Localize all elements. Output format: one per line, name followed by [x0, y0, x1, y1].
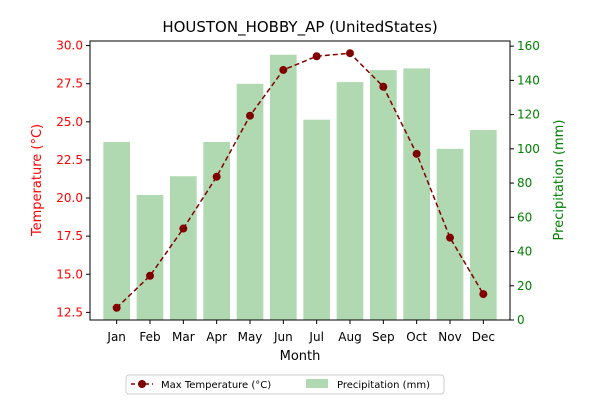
bars-layer	[103, 54, 497, 321]
plot-frame	[89, 40, 511, 321]
precip-bar-jan	[103, 141, 130, 320]
x-tick-label-aug: Aug	[338, 330, 361, 344]
x-tick-label-sep: Sep	[372, 330, 395, 344]
temperature-point-sep	[379, 82, 388, 91]
x-axis: Jan Feb Mar Apr May Jun Jul Aug Sep Oct Nov Dec	[106, 320, 495, 344]
precip-bar-dec	[470, 130, 497, 320]
temperature-point-apr	[212, 172, 221, 181]
x-tick-label-dec: Dec	[472, 330, 495, 344]
precip-bar-may	[236, 83, 264, 320]
precip-bar-mar	[170, 176, 197, 320]
precip-bar-apr	[203, 141, 230, 320]
left-tick-label: 17.5	[56, 229, 83, 243]
x-tick-label-jan: Jan	[106, 330, 126, 344]
precip-bar-aug	[336, 82, 364, 320]
x-tick-label-jun: Jun	[273, 330, 293, 344]
right-tick-label: 140	[517, 73, 540, 87]
temperature-point-may	[246, 111, 254, 120]
left-tick-label: 27.5	[56, 77, 83, 91]
legend-temperature-label: Max Temperature (°C)	[161, 380, 271, 391]
legend-precipitation-label: Precipitation (mm)	[337, 380, 430, 391]
temperature-point-feb	[146, 271, 154, 280]
legend-temperature-marker	[138, 380, 146, 388]
right-tick-label: 120	[517, 108, 540, 122]
right-tick-label: 100	[517, 142, 540, 156]
precip-bar-sep	[370, 70, 397, 320]
temperature-point-jul	[312, 52, 321, 61]
x-tick-label-nov: Nov	[438, 330, 461, 344]
right-tick-label: 40	[517, 245, 532, 259]
x-tick-label-oct: Oct	[406, 330, 427, 344]
right-tick-label: 20	[517, 279, 532, 293]
legend: Max Temperature (°C) Precipitation (mm)	[125, 374, 445, 395]
legend-precipitation-swatch	[306, 379, 328, 388]
precip-bar-jun	[270, 54, 297, 321]
right-tick-label: 60	[517, 210, 532, 224]
precip-bar-jul	[303, 119, 330, 320]
temperature-line	[116, 52, 484, 309]
left-tick-label: 20.0	[56, 191, 83, 205]
left-tick-label: 15.0	[56, 267, 83, 281]
x-tick-label-apr: Apr	[206, 330, 227, 344]
x-tick-label-jul: Jul	[308, 330, 323, 344]
chart-title: HOUSTON_HOBBY_AP (UnitedStates)	[162, 18, 437, 37]
right-axis: 0 20 40 60 80 100 120 140 160	[510, 39, 540, 327]
legend-box	[125, 374, 445, 395]
temperature-point-oct	[412, 149, 421, 158]
right-tick-label: 0	[517, 313, 525, 327]
left-tick-label: 12.5	[56, 305, 83, 319]
left-axis-label: Temperature (°C)	[30, 124, 45, 237]
left-tick-label: 22.5	[56, 153, 83, 167]
left-tick-label: 25.0	[56, 115, 83, 129]
temperature-point-jan	[112, 303, 121, 312]
right-tick-label: 80	[517, 176, 532, 190]
left-axis: 12.5 15.0 17.5 20.0 22.5 25.0 27.5 30.0	[56, 39, 90, 319]
right-tick-label: 160	[517, 39, 540, 53]
x-tick-label-may: May	[238, 330, 263, 344]
temperature-point-nov	[446, 233, 454, 242]
temperature-point-mar	[179, 224, 188, 233]
x-axis-label: Month	[280, 349, 321, 364]
temperature-point-jun	[279, 65, 288, 74]
right-axis-label: Precipitation (mm)	[552, 120, 567, 241]
precip-bar-feb	[136, 195, 164, 320]
temperature-point-aug	[346, 49, 354, 58]
temperature-point-dec	[479, 290, 488, 299]
left-tick-label: 30.0	[56, 39, 83, 53]
line-layer	[112, 49, 488, 312]
x-tick-label-mar: Mar	[172, 330, 195, 344]
precip-bar-oct	[403, 68, 430, 320]
x-tick-label-feb: Feb	[139, 330, 160, 344]
